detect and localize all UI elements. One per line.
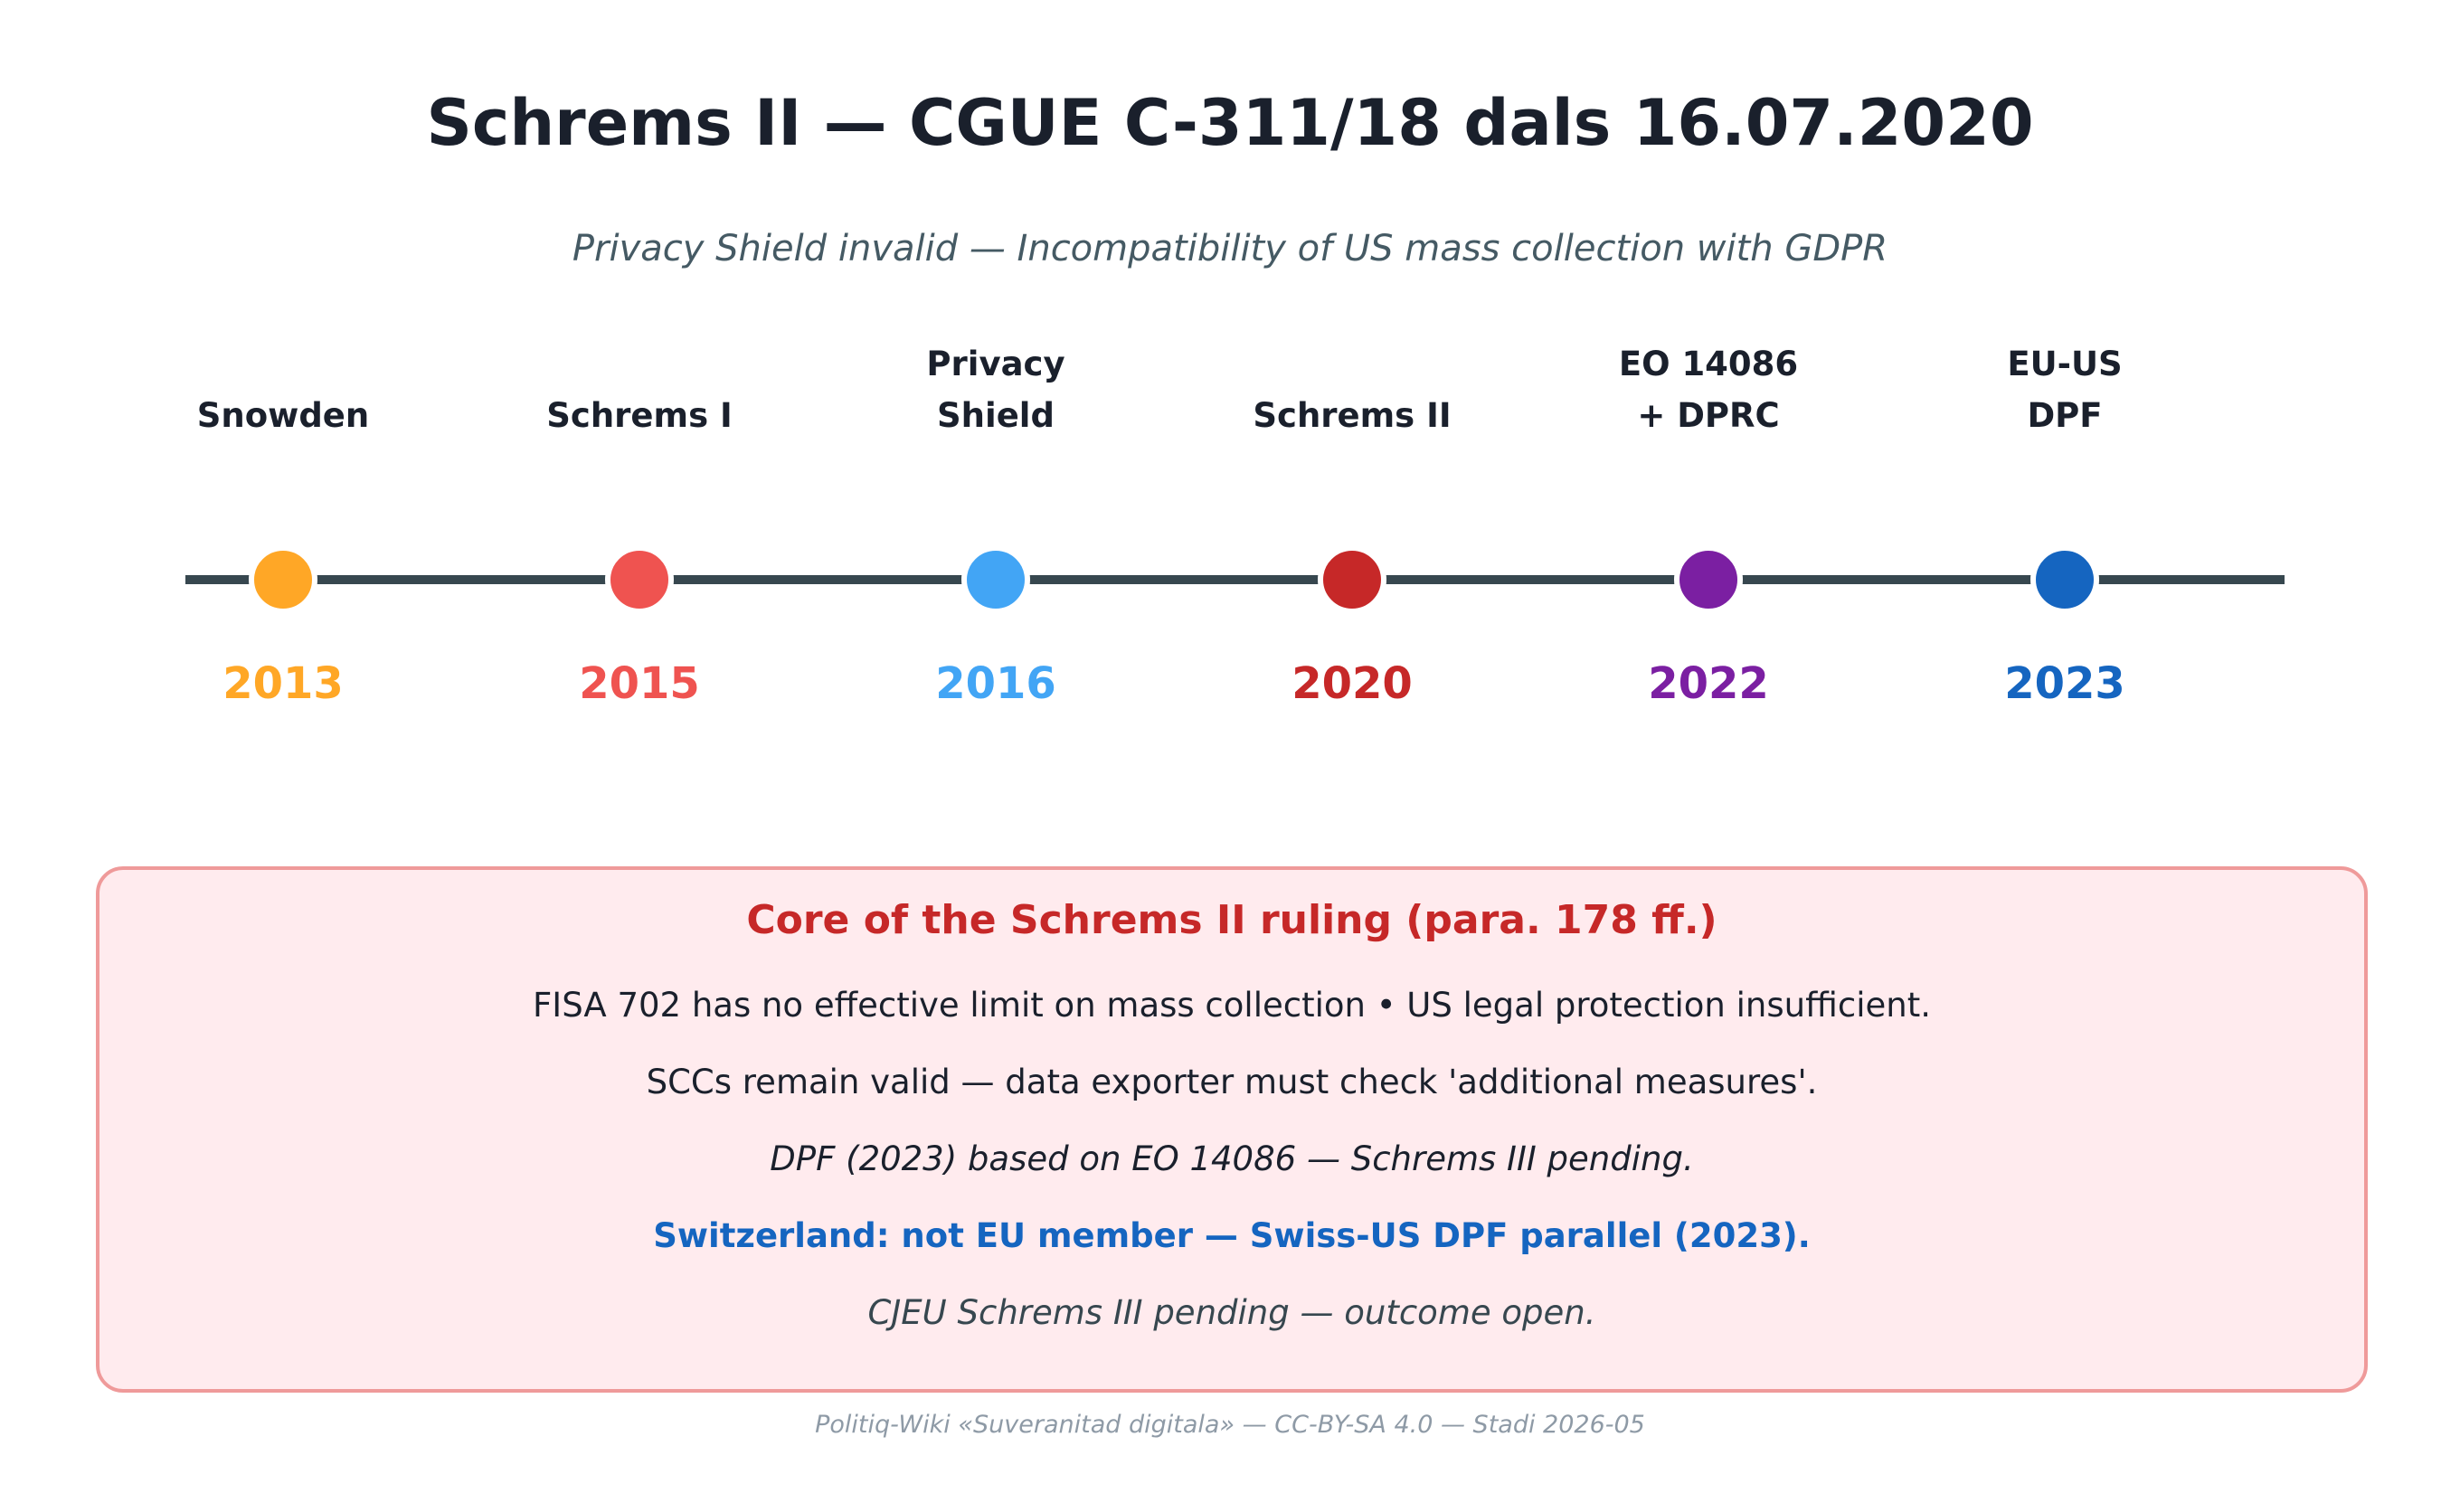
event-label: + DPRC xyxy=(1637,396,1779,435)
box-line: SCCs remain valid — data exporter must c… xyxy=(646,1063,1818,1101)
event-year: 2022 xyxy=(1648,658,1769,709)
box-line: CJEU Schrems III pending — outcome open. xyxy=(867,1293,1596,1332)
event-label: DPF xyxy=(2027,396,2102,435)
timeline: Snowden 2013 Schrems I 2015 Privacy Shield 201… xyxy=(185,345,2285,709)
event-year: 2023 xyxy=(2004,658,2125,709)
box-line: Switzerland: not EU member — Swiss-US DP… xyxy=(653,1216,1811,1255)
event-marker-2020 xyxy=(1318,545,1386,614)
event-label: EO 14086 xyxy=(1619,345,1798,383)
box-line: DPF (2023) based on EO 14086 — Schrems I… xyxy=(770,1139,1694,1178)
event-year: 2020 xyxy=(1292,658,1413,709)
event-year: 2015 xyxy=(579,658,700,709)
event-label: Shield xyxy=(937,396,1055,435)
event-marker-2015 xyxy=(605,545,674,614)
page-subtitle: Privacy Shield invalid — Incompatibility… xyxy=(572,228,1888,269)
event-marker-2023 xyxy=(2030,545,2099,614)
event-year: 2016 xyxy=(935,658,1056,709)
footer-credit: Politiq-Wiki «Suveranitad digitala» — CC… xyxy=(815,1411,1645,1439)
event-label: Privacy xyxy=(926,345,1064,383)
event-year: 2013 xyxy=(222,658,344,709)
event-label: EU-US xyxy=(2007,345,2122,383)
event-marker-2022 xyxy=(1674,545,1743,614)
event-label: Snowden xyxy=(197,396,370,435)
ruling-summary-box: Core of the Schrems II ruling (para. 178… xyxy=(96,866,2368,1393)
box-line: FISA 702 has no effective limit on mass … xyxy=(533,986,1931,1025)
box-title: Core of the Schrems II ruling (para. 178… xyxy=(746,897,1717,943)
event-marker-2016 xyxy=(961,545,1030,614)
page-title: Schrems II — CGUE C-311/18 dals 16.07.20… xyxy=(426,86,2034,160)
event-label: Schrems II xyxy=(1253,396,1451,435)
event-marker-2013 xyxy=(249,545,317,614)
event-label: Schrems I xyxy=(546,396,733,435)
